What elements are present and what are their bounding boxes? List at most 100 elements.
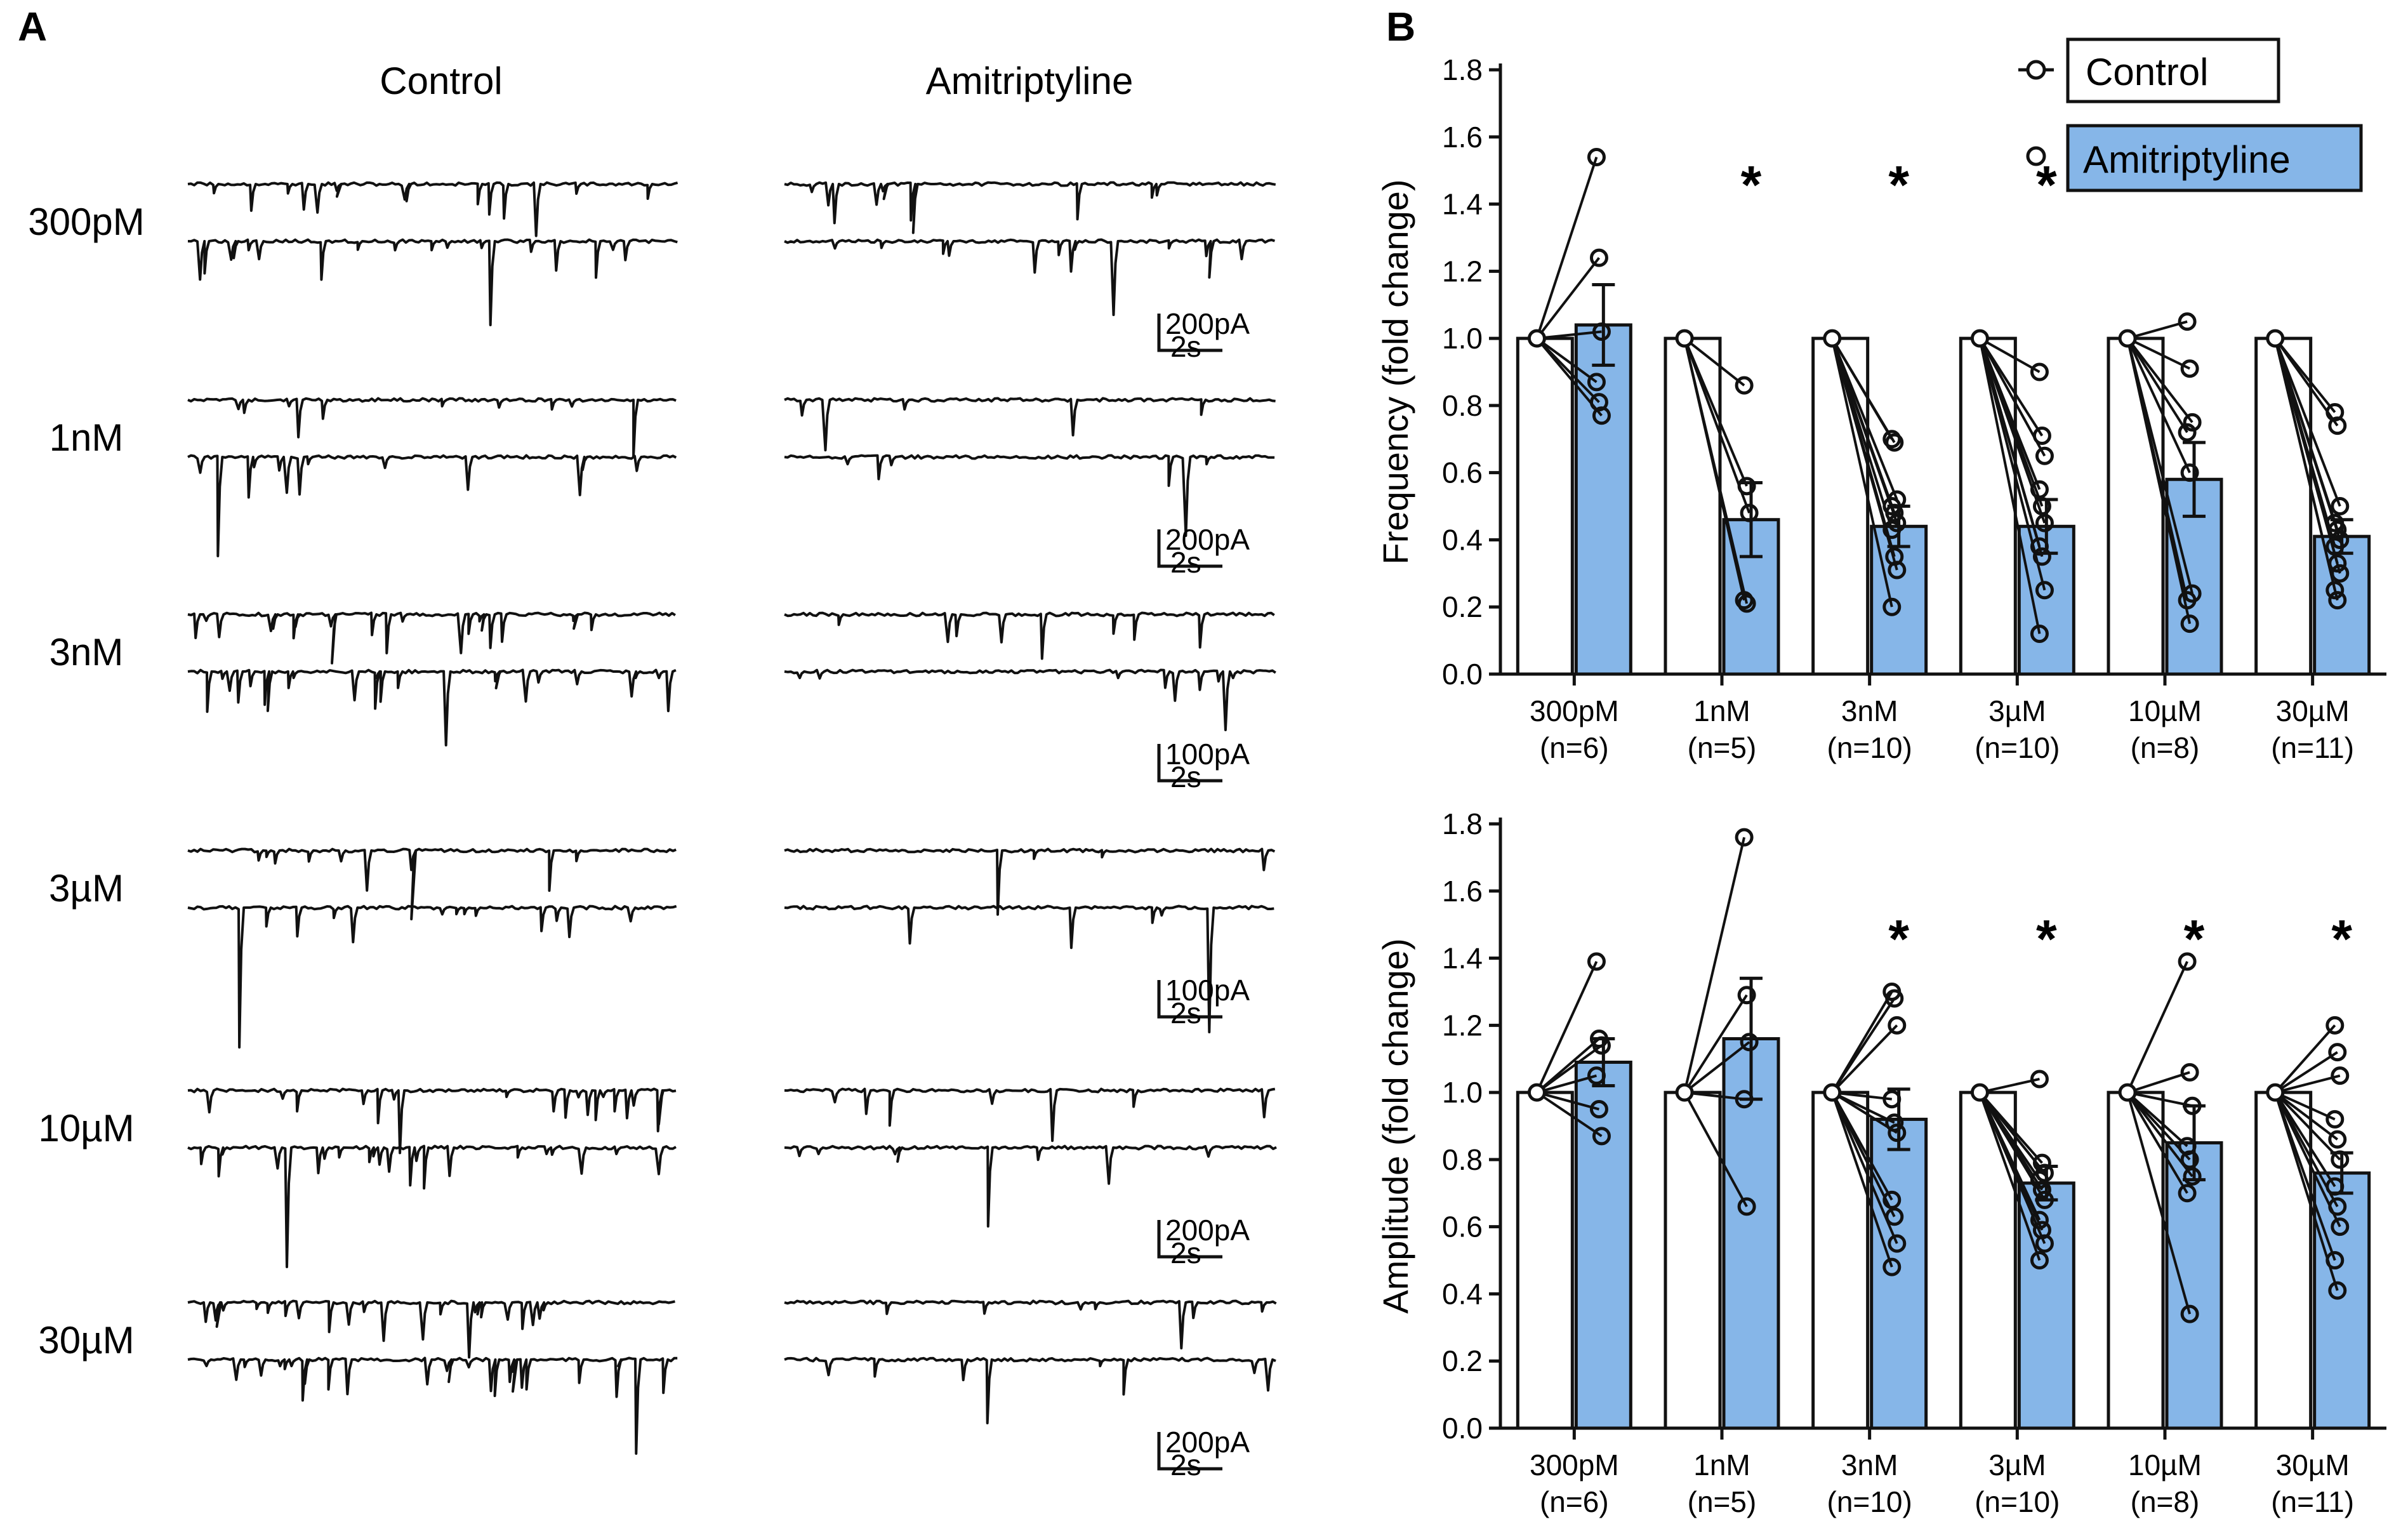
x-n-label: (n=10) xyxy=(1975,731,2060,764)
frequency-chart: 0.0 0.2 0.4 0.6 0.8 1.0 1.2 1.4 1.6 1.8 Frequency … xyxy=(1375,53,2386,764)
amitriptyline-point xyxy=(2331,497,2350,516)
amitriptyline-trace xyxy=(784,181,1276,234)
amitriptyline-trace xyxy=(784,1299,1277,1349)
x-category-label: 3nM xyxy=(1841,694,1898,727)
y-tick-label: 0.4 xyxy=(1442,1277,1483,1310)
control-trace xyxy=(187,904,677,1049)
amitriptyline-point xyxy=(2180,359,2199,378)
x-n-label: (n=8) xyxy=(2131,731,2200,764)
control-point xyxy=(2266,1083,2285,1102)
paired-line xyxy=(1536,1091,1599,1111)
scale-bar-current: 200pA xyxy=(1165,307,1250,340)
amitriptyline-bar xyxy=(2313,1171,2371,1430)
control-trace xyxy=(187,238,678,326)
amitriptyline-point xyxy=(2328,1130,2347,1149)
y-tick-label: 1.2 xyxy=(1442,1009,1483,1042)
amitriptyline-bar xyxy=(1870,1117,1928,1430)
amitriptyline-point xyxy=(1587,148,1606,167)
paired-line xyxy=(1683,337,1745,387)
amitriptyline-point xyxy=(1589,1100,1608,1119)
paired-line xyxy=(2127,1091,2193,1108)
paired-line xyxy=(2274,1091,2336,1121)
amitriptyline-trace xyxy=(784,847,1276,916)
amitriptyline-point xyxy=(2030,1251,2049,1270)
paired-line xyxy=(1978,1092,2046,1244)
amitriptyline-trace xyxy=(784,611,1275,660)
legend: Control Amitriptyline xyxy=(2018,37,2363,192)
control-point xyxy=(1823,329,1842,348)
amitriptyline-point xyxy=(2178,1184,2197,1203)
control-bar xyxy=(1664,1090,1722,1430)
legend-amitriptyline-marker xyxy=(2026,146,2046,166)
y-tick-label: 0.6 xyxy=(1442,1210,1483,1243)
amitriptyline-point xyxy=(2180,1063,2199,1082)
paired-line xyxy=(1535,256,1601,340)
amitriptyline-point xyxy=(2328,553,2347,573)
amitriptyline-point xyxy=(2030,362,2049,381)
scale-bar-time: 2s xyxy=(1170,760,1201,793)
paired-line xyxy=(1979,1078,2040,1094)
paired-line xyxy=(1830,1092,1893,1268)
control-bar xyxy=(1811,1090,1870,1430)
y-tick-label: 0.0 xyxy=(1442,1412,1483,1445)
scale-bar xyxy=(1157,1432,1222,1471)
paired-line xyxy=(1535,961,1598,1093)
amitriptyline-point xyxy=(2178,591,2197,610)
paired-line xyxy=(2126,338,2188,434)
paired-line xyxy=(1831,338,1896,444)
amitriptyline-point xyxy=(2331,564,2350,583)
control-point xyxy=(1675,1083,1694,1102)
y-tick-label: 1.8 xyxy=(1442,53,1483,86)
paired-line xyxy=(1536,337,1598,383)
amitriptyline-point xyxy=(2325,1016,2345,1035)
amitriptyline-point xyxy=(1735,828,1754,847)
column-title-amitriptyline: Amitriptyline xyxy=(926,60,1134,102)
amitriptyline-point xyxy=(1888,1016,1907,1035)
paired-line xyxy=(2127,320,2188,340)
control-trace xyxy=(187,1299,675,1359)
amplitude-chart: 0.0 0.2 0.4 0.6 0.8 1.0 1.2 1.4 1.6 1.8 Amplitude … xyxy=(1375,807,2386,1518)
significance-star: * xyxy=(2184,909,2205,969)
paired-line xyxy=(1978,338,2041,634)
paired-line xyxy=(2126,338,2192,625)
column-title-control: Control xyxy=(380,60,502,102)
amitriptyline-trace xyxy=(784,1087,1276,1143)
paired-line xyxy=(2126,1092,2188,1194)
control-point xyxy=(1823,1083,1842,1102)
x-category-label: 10µM xyxy=(2128,694,2202,727)
control-point xyxy=(2266,329,2285,348)
scale-bar xyxy=(1157,314,1222,352)
control-trace xyxy=(187,1144,677,1268)
scale-bar-time: 2s xyxy=(1170,546,1201,579)
amitriptyline-point xyxy=(2331,1066,2350,1085)
y-tick-label: 0.2 xyxy=(1442,1344,1483,1377)
y-tick-label: 0.8 xyxy=(1442,1143,1483,1176)
amitriptyline-point xyxy=(1587,952,1606,971)
amitriptyline-point xyxy=(2328,1043,2347,1062)
x-category-label: 3µM xyxy=(1988,1448,2046,1481)
paired-line xyxy=(2273,338,2341,507)
paired-line xyxy=(2273,338,2339,601)
paired-line xyxy=(1830,338,1898,571)
amitriptyline-point xyxy=(2178,952,2197,971)
y-tick-label: 0.4 xyxy=(1442,523,1483,556)
x-category-label: 1nM xyxy=(1693,1448,1750,1481)
amitriptyline-point xyxy=(2032,1180,2051,1199)
x-category-label: 300pM xyxy=(1530,694,1619,727)
concentration-label: 10µM xyxy=(38,1107,134,1150)
amitriptyline-trace xyxy=(784,454,1275,537)
amitriptyline-point xyxy=(1888,1234,1907,1253)
y-tick-label: 1.0 xyxy=(1442,1076,1483,1109)
paired-line xyxy=(1830,338,1893,607)
y-tick-label: 0.2 xyxy=(1442,590,1483,623)
amitriptyline-trace xyxy=(784,904,1274,1033)
amitriptyline-trace xyxy=(784,1356,1276,1424)
y-tick-label: 0.6 xyxy=(1442,456,1483,489)
paired-line xyxy=(2127,1071,2190,1094)
x-category-label: 1nM xyxy=(1693,694,1750,727)
paired-line xyxy=(1683,338,1749,604)
control-trace xyxy=(187,611,676,665)
paired-line xyxy=(2126,1092,2192,1315)
